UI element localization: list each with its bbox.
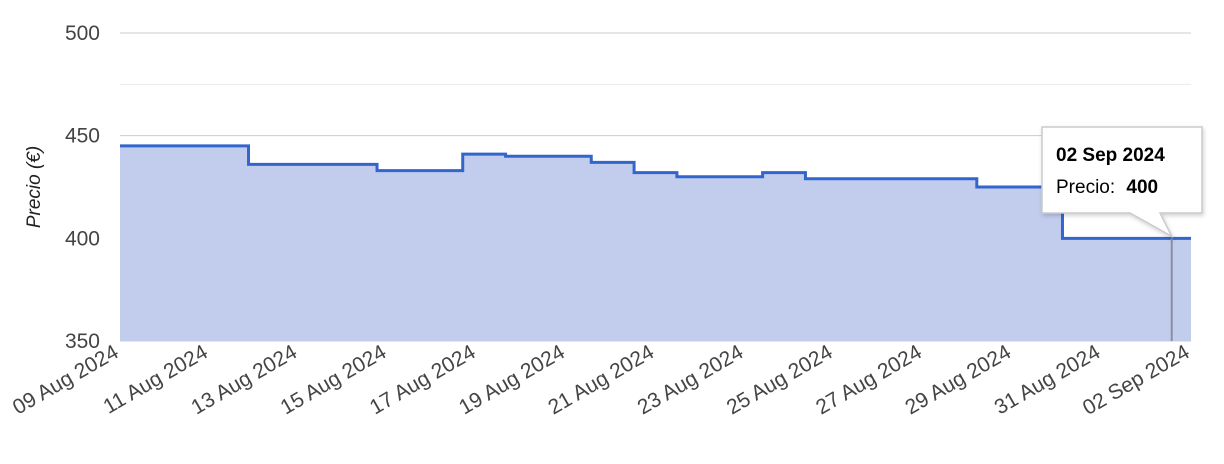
y-tick-label: 500 — [65, 22, 100, 45]
tooltip: 02 Sep 2024 Precio: 400 — [1041, 126, 1203, 239]
tooltip-box — [1041, 126, 1203, 239]
tooltip-price-line: Precio: 400 — [1056, 177, 1158, 198]
y-tick-label: 400 — [65, 227, 100, 250]
y-tick-label: 450 — [65, 125, 100, 148]
price-series-line — [120, 144, 1191, 240]
y-axis-tick-labels: 350 400 450 500 — [65, 22, 100, 353]
y-axis-title: Precio (€) — [24, 146, 45, 228]
tooltip-price-label: Precio: — [1056, 177, 1115, 198]
tooltip-date: 02 Sep 2024 — [1056, 145, 1165, 166]
y-tick-label: 350 — [65, 330, 100, 353]
price-area-fill — [120, 145, 1191, 341]
tooltip-price-value: 400 — [1126, 177, 1158, 198]
